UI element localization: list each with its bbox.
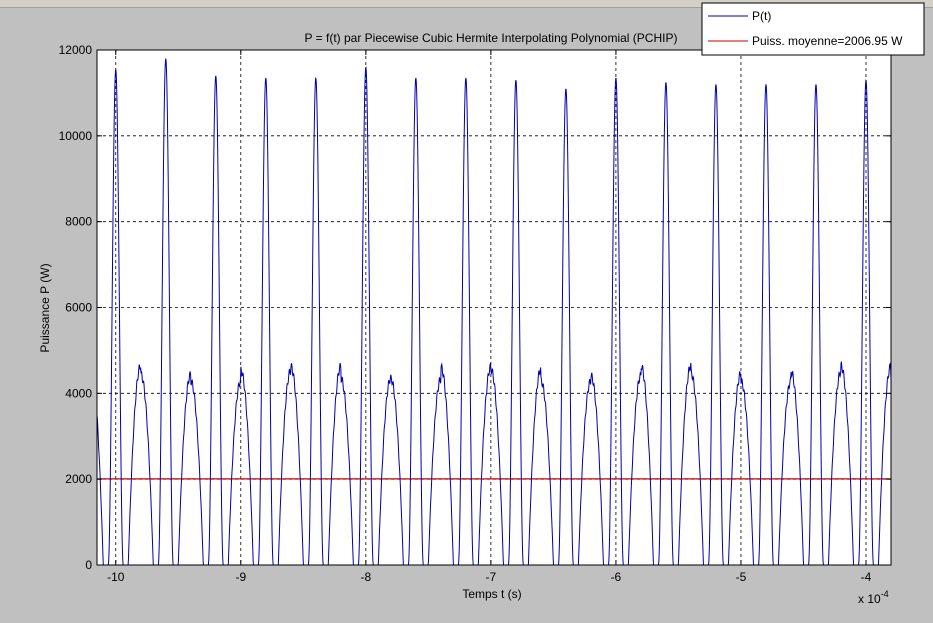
x-axis-label: Temps t (s) — [462, 587, 521, 601]
power-line — [96, 58, 892, 566]
x-tick-label: -4 — [861, 570, 872, 584]
y-tick-label: 0 — [85, 558, 92, 572]
x-tick-label: -8 — [360, 570, 371, 584]
ticks: -10 -9 -8 -7 -6 -5 -4 0 2000 4000 6000 8000 10000 120… — [59, 43, 891, 584]
y-tick-label: 10000 — [59, 129, 93, 143]
legend-entry-mean-power: Puiss. moyenne=2006.95 W — [752, 34, 903, 48]
window-top-strip — [0, 0, 933, 8]
x-multiplier-label: x 10-4 — [858, 589, 889, 606]
y-tick-label: 8000 — [65, 215, 92, 229]
grid — [97, 50, 891, 565]
legend: P(t) Puiss. moyenne=2006.95 W — [701, 2, 925, 56]
y-axis-label: Puissance P (W) — [38, 263, 52, 352]
y-tick-label: 12000 — [59, 43, 93, 57]
x-tick-label: -9 — [235, 570, 246, 584]
y-tick-label: 6000 — [65, 301, 92, 315]
y-tick-label: 4000 — [65, 386, 92, 400]
x-multiplier-base: x 10 — [858, 592, 881, 606]
x-multiplier-exponent: -4 — [881, 589, 889, 599]
chart-title: P = f(t) par Piecewise Cubic Hermite Int… — [305, 31, 678, 45]
x-tick-label: -10 — [107, 570, 125, 584]
x-tick-label: -5 — [736, 570, 747, 584]
legend-entry-power: P(t) — [752, 9, 771, 23]
legend-box — [701, 2, 925, 56]
y-tick-label: 2000 — [65, 472, 92, 486]
x-tick-label: -7 — [486, 570, 497, 584]
x-tick-label: -6 — [611, 570, 622, 584]
